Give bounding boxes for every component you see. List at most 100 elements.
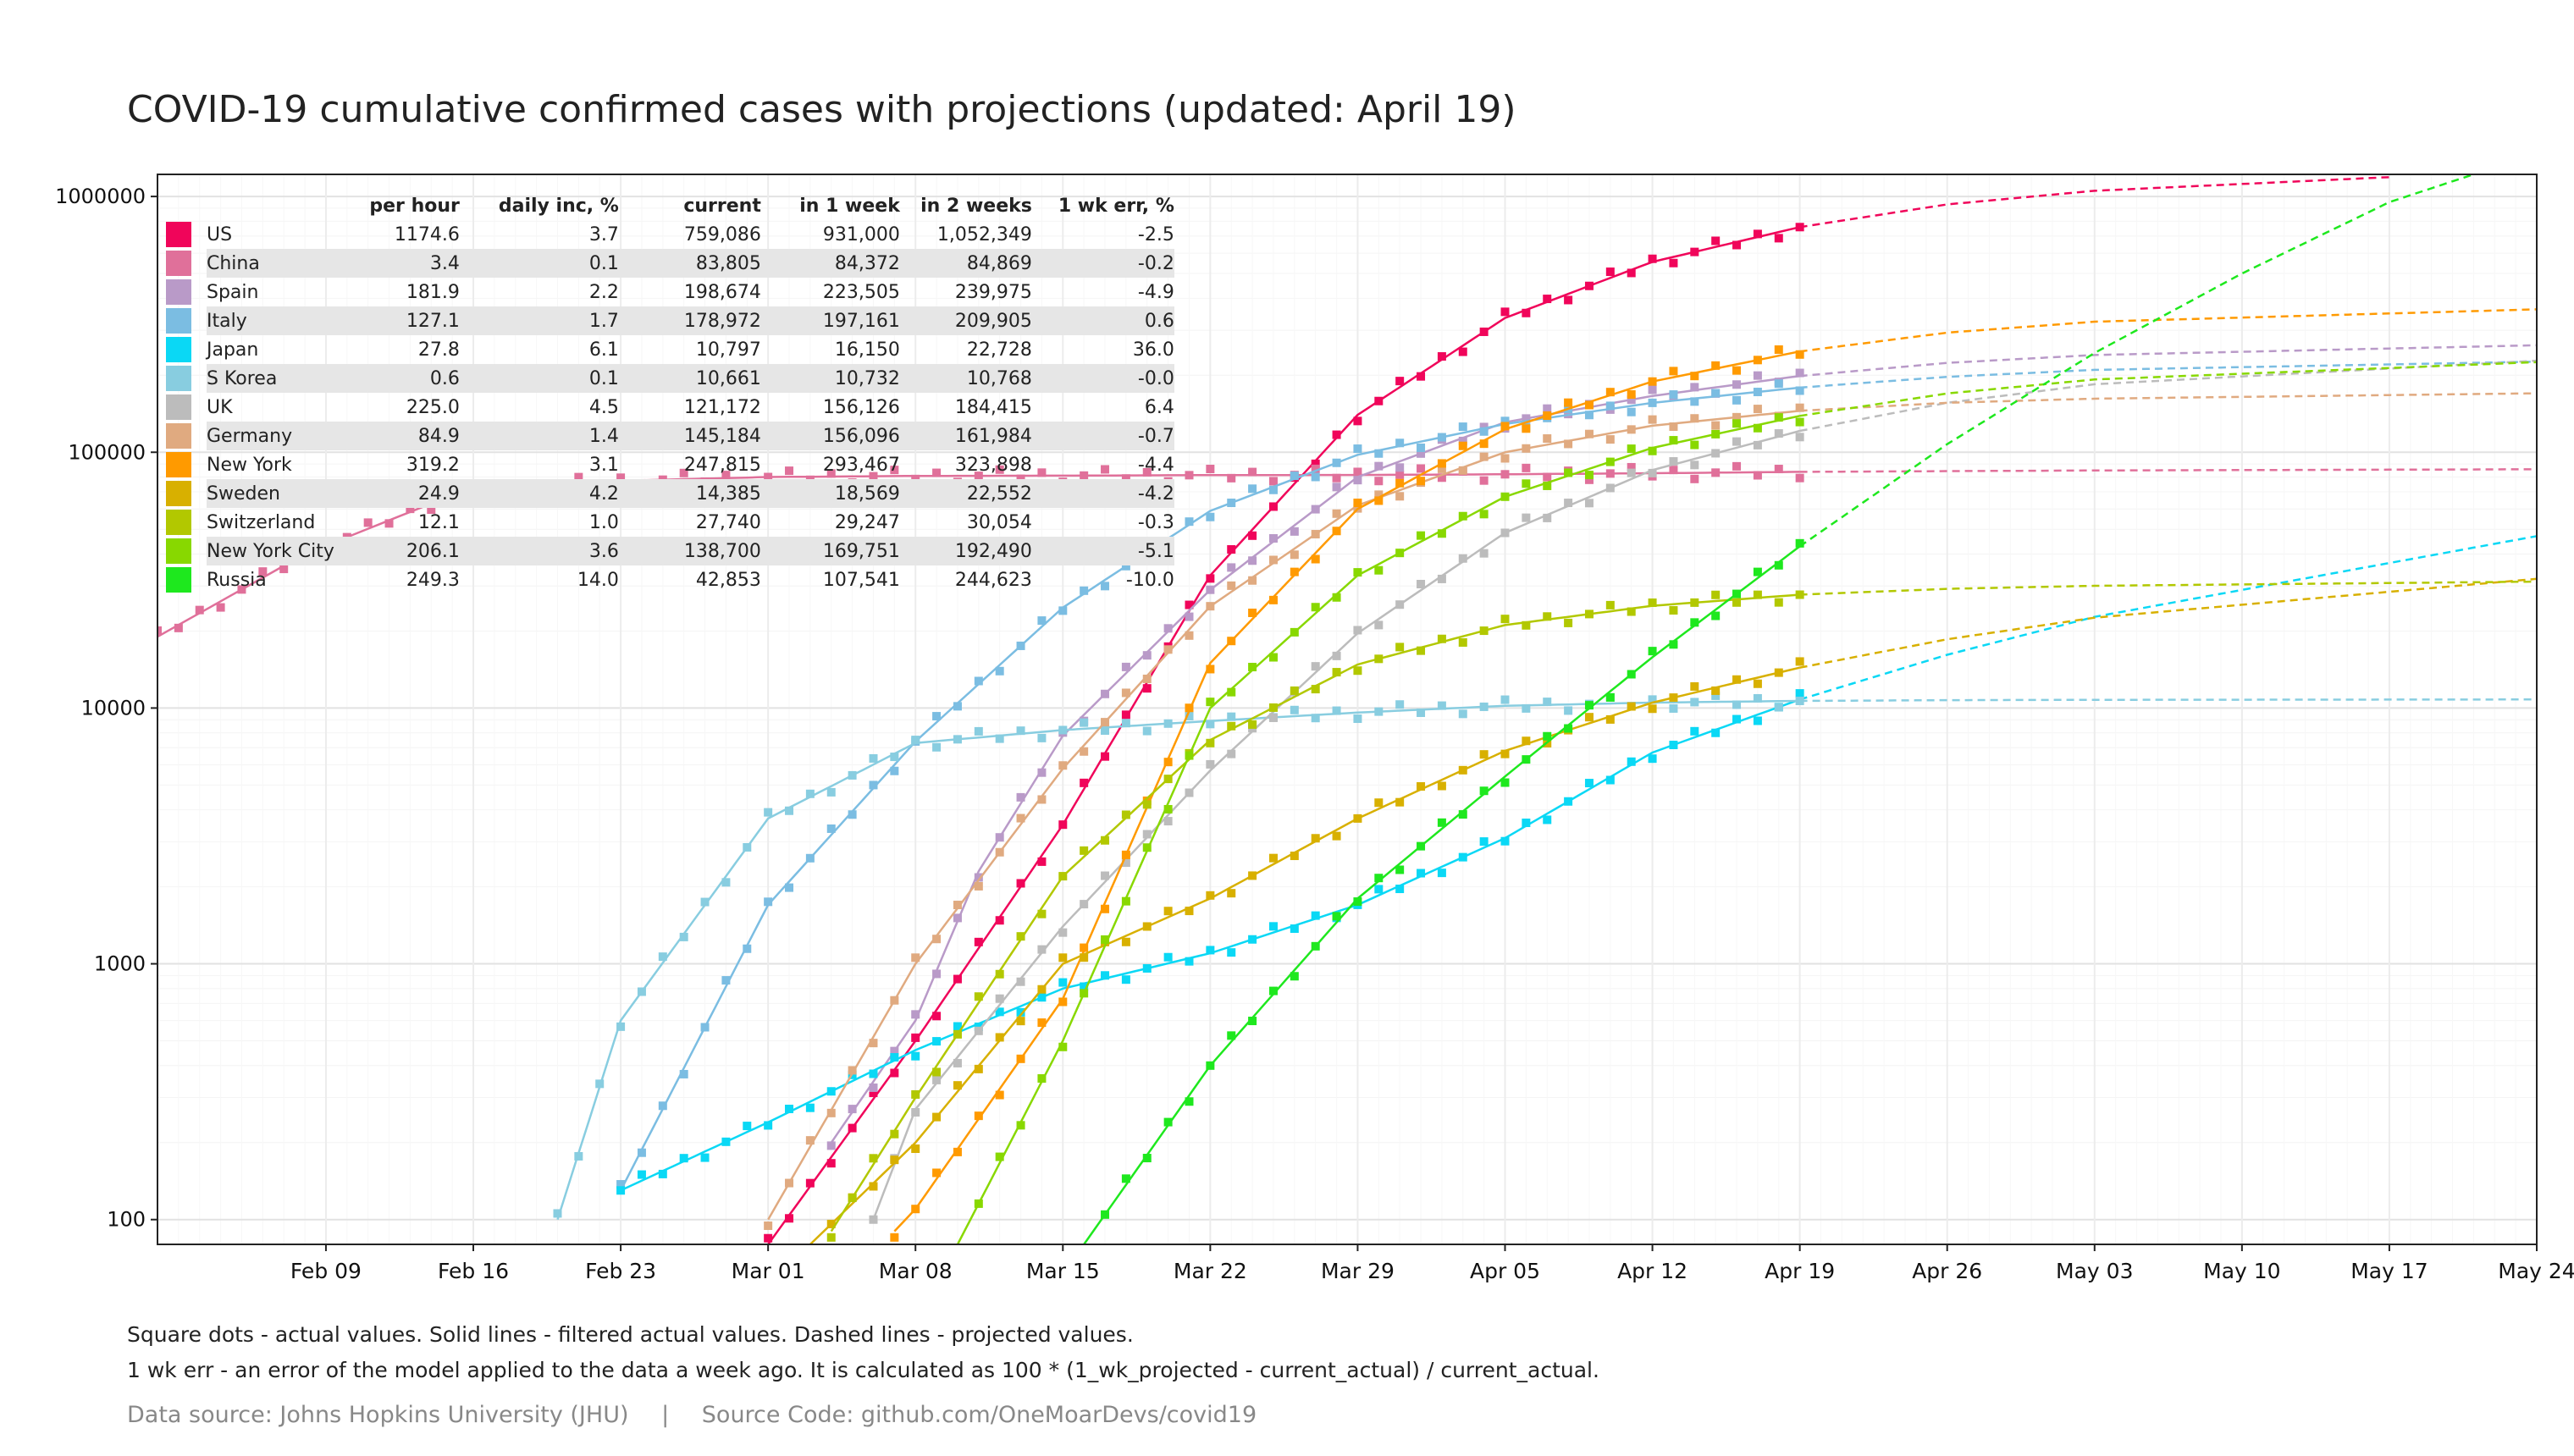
- actual-point: [1564, 706, 1573, 715]
- actual-point: [1016, 977, 1025, 986]
- axis-layer: 1000000 100000 10000 1000 100 Feb 09 Feb 16 Feb…: [55, 185, 2574, 1283]
- actual-point: [1311, 834, 1320, 843]
- actual-point: [995, 833, 1004, 842]
- actual-point: [363, 518, 373, 527]
- actual-point: [1121, 975, 1130, 984]
- source-code-link[interactable]: Source Code: github.com/OneMoarDevs/covi…: [701, 1402, 1257, 1428]
- actual-point: [616, 1180, 626, 1189]
- actual-point: [1353, 666, 1362, 676]
- actual-point: [932, 1075, 942, 1084]
- actual-point: [1185, 612, 1194, 621]
- projected-line: [1799, 361, 2537, 389]
- actual-point: [1437, 473, 1446, 483]
- actual-point: [1016, 1007, 1025, 1017]
- actual-point: [911, 1051, 920, 1061]
- actual-point: [764, 808, 773, 817]
- actual-point: [743, 842, 752, 852]
- actual-point: [1774, 668, 1783, 677]
- actual-point: [1774, 465, 1783, 474]
- legend-in-2-weeks: 209,905: [899, 306, 1032, 335]
- legend-err: -4.2: [1031, 479, 1174, 508]
- actual-point: [1479, 510, 1489, 519]
- actual-point: [1795, 433, 1804, 442]
- actual-point: [1268, 502, 1278, 511]
- actual-point: [1584, 281, 1594, 290]
- legend-name: China: [207, 249, 334, 278]
- actual-point: [1711, 611, 1721, 620]
- actual-point: [1121, 896, 1130, 906]
- actual-point: [1732, 380, 1742, 389]
- actual-point: [1185, 703, 1194, 713]
- actual-point: [911, 736, 920, 745]
- legend-name: New York: [207, 454, 292, 476]
- actual-point: [1669, 606, 1678, 615]
- actual-point: [1458, 436, 1467, 445]
- actual-point: [1437, 529, 1446, 538]
- actual-point: [743, 1122, 752, 1131]
- actual-point: [1268, 986, 1278, 995]
- actual-point: [1353, 476, 1362, 485]
- actual-point: [1227, 749, 1236, 758]
- actual-point: [1458, 765, 1467, 775]
- actual-point: [1648, 468, 1657, 477]
- legend-swatch: [166, 479, 207, 508]
- actual-point: [1479, 452, 1489, 461]
- actual-point: [1142, 684, 1152, 693]
- actual-point: [1037, 984, 1047, 994]
- actual-point: [1648, 254, 1657, 263]
- actual-point: [1121, 719, 1130, 728]
- actual-point: [1437, 634, 1446, 643]
- actual-point: [1627, 670, 1636, 679]
- actual-point: [1121, 662, 1130, 671]
- actual-point: [1206, 759, 1215, 769]
- actual-point: [1268, 853, 1278, 863]
- actual-point: [1479, 626, 1489, 636]
- actual-point: [995, 465, 1004, 474]
- legend-err: -2.5: [1137, 223, 1174, 245]
- actual-point: [995, 994, 1004, 1003]
- actual-point: [1417, 580, 1426, 589]
- actual-point: [869, 1039, 878, 1048]
- actual-point: [1522, 703, 1531, 713]
- actual-point: [932, 935, 942, 944]
- actual-point: [1732, 395, 1742, 405]
- x-tick-label: Mar 01: [732, 1259, 805, 1283]
- actual-point: [1795, 223, 1804, 232]
- actual-point: [911, 1010, 920, 1019]
- actual-point: [1543, 698, 1552, 707]
- legend-in-2-weeks: 10,768: [899, 364, 1032, 393]
- actual-point: [1101, 836, 1110, 845]
- actual-point: [953, 1081, 962, 1090]
- actual-point: [1248, 1017, 1257, 1026]
- legend-in-1-week: 84,372: [760, 249, 900, 278]
- legend-err: -0.2: [1031, 249, 1174, 278]
- actual-point: [1795, 386, 1804, 395]
- actual-point: [1648, 398, 1657, 407]
- actual-point: [1627, 468, 1636, 477]
- actual-point: [1248, 484, 1257, 494]
- actual-point: [1142, 651, 1152, 660]
- legend-err: 36.0: [1132, 339, 1174, 361]
- actual-point: [1795, 417, 1804, 427]
- actual-point: [1163, 775, 1173, 784]
- actual-point: [1353, 626, 1362, 635]
- actual-point: [700, 897, 710, 907]
- legend-per-hour: 0.6: [334, 364, 460, 393]
- legend-swatch: [166, 450, 207, 479]
- actual-point: [237, 585, 246, 594]
- actual-point: [1101, 971, 1110, 980]
- actual-point: [1037, 733, 1047, 742]
- actual-point: [1311, 505, 1320, 514]
- projected-line: [1799, 580, 2537, 596]
- actual-point: [1417, 869, 1426, 878]
- actual-point: [1290, 550, 1299, 560]
- legend-row: New York City 206.1 3.6 138,700 169,751 192,4…: [166, 537, 1174, 565]
- actual-point: [1522, 736, 1531, 746]
- series-new-york: [890, 308, 2537, 1242]
- actual-point: [1648, 415, 1657, 424]
- actual-point: [1185, 788, 1194, 797]
- projected-line: [1799, 361, 2537, 417]
- actual-point: [1627, 425, 1636, 434]
- actual-point: [1648, 446, 1657, 455]
- actual-point: [1605, 469, 1615, 478]
